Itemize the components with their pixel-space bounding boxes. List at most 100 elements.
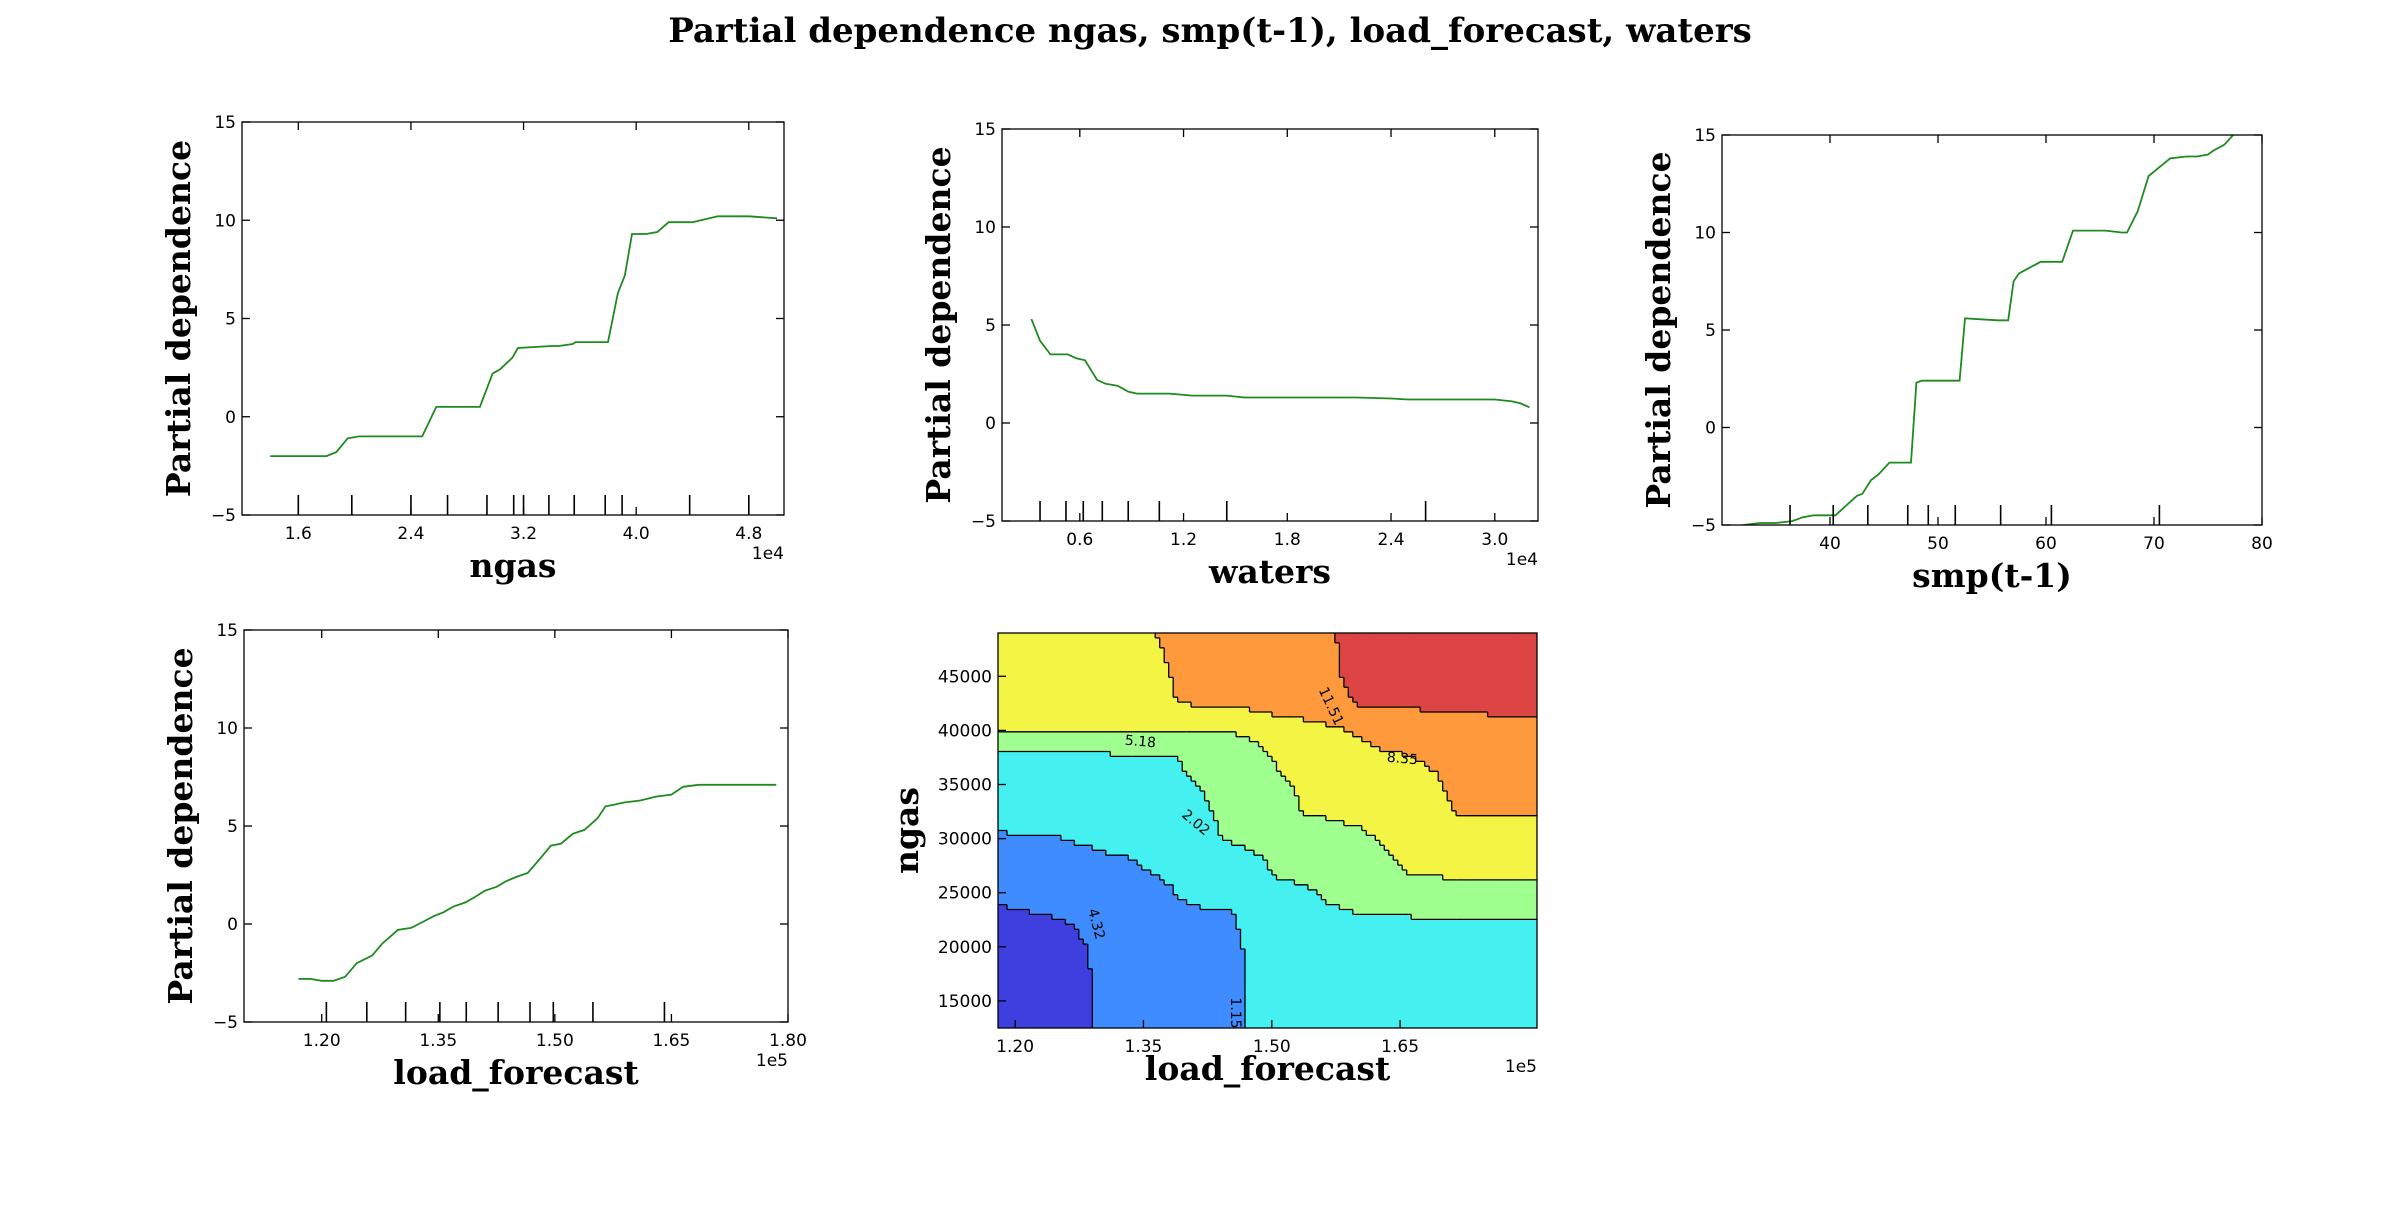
contour-cell <box>1141 716 1147 723</box>
contour-cell <box>1379 702 1385 708</box>
contour-cell <box>1384 637 1390 644</box>
contour-cell <box>1496 795 1502 802</box>
contour-cell <box>1492 707 1498 713</box>
contour-cell <box>1137 633 1143 639</box>
contour-cell <box>1366 647 1372 654</box>
contour-cell <box>1289 736 1296 743</box>
contour-cell <box>1294 741 1300 748</box>
contour-cell <box>1388 771 1394 777</box>
contour-cell <box>1460 726 1466 733</box>
contour-cell <box>1177 751 1183 758</box>
contour-cell <box>1510 637 1516 644</box>
contour-cell <box>1532 786 1537 792</box>
contour-cell <box>1186 761 1192 767</box>
contour-cell <box>1191 687 1197 693</box>
contour-cell <box>1096 726 1102 733</box>
contour-cell <box>1074 697 1080 703</box>
contour-cell <box>1303 692 1309 698</box>
contour-cell <box>1411 795 1417 802</box>
contour-cell <box>1289 677 1296 683</box>
contour-cell <box>1316 687 1322 693</box>
contour-cell <box>1415 716 1421 723</box>
contour-cell <box>1168 800 1174 807</box>
contour-cell <box>1177 702 1183 708</box>
contour-cell <box>1083 712 1089 718</box>
contour-cell <box>1298 815 1305 822</box>
contour-cell <box>1411 786 1417 792</box>
contour-cell <box>1523 682 1529 688</box>
contour-cell <box>1249 637 1255 644</box>
contour-cell <box>1343 697 1349 703</box>
contour-cell <box>1465 736 1471 743</box>
contour-cell <box>1433 667 1439 674</box>
contour-cell <box>1069 776 1075 782</box>
contour-cell <box>1033 766 1040 772</box>
contour-cell <box>1487 731 1493 738</box>
contour-cell <box>1263 761 1269 767</box>
contour-cell <box>1370 642 1376 649</box>
contour-cell <box>1465 716 1471 723</box>
contour-cell <box>1087 825 1093 832</box>
contour-cell <box>1119 815 1125 822</box>
contour-cell <box>1056 756 1062 762</box>
contour-cell <box>1456 771 1462 777</box>
contour-cell <box>1236 820 1242 827</box>
contour-cell <box>1150 746 1156 753</box>
contour-cell <box>1078 697 1084 703</box>
contour-cell <box>1447 707 1453 713</box>
contour-cell <box>1015 810 1022 817</box>
contour-cell <box>1200 697 1206 703</box>
contour-cell <box>1128 647 1134 654</box>
contour-cell <box>1325 791 1331 797</box>
contour-cell <box>1271 825 1278 832</box>
contour-cell <box>1123 820 1129 827</box>
contour-cell <box>1236 682 1242 688</box>
contour-cell <box>1505 642 1511 649</box>
contour-cell <box>1519 721 1525 728</box>
contour-cell <box>1312 795 1318 802</box>
contour-cell <box>1227 766 1233 772</box>
contour-cell <box>1271 741 1278 748</box>
contour-cell <box>1011 810 1017 817</box>
contour-cell <box>1258 697 1264 703</box>
contour-cell <box>1429 786 1435 792</box>
contour-cell <box>1496 800 1502 807</box>
contour-cell <box>1263 766 1269 772</box>
contour-cell <box>1114 756 1120 762</box>
contour-cell <box>1442 652 1448 659</box>
contour-cell <box>1321 746 1327 753</box>
contour-cell <box>1406 716 1412 723</box>
contour-cell <box>1442 766 1448 772</box>
contour-cell <box>1060 736 1066 743</box>
contour-cell <box>1150 820 1156 827</box>
contour-cell <box>1164 805 1170 812</box>
contour-cell <box>1375 637 1381 644</box>
contour-cell <box>1213 712 1219 718</box>
contour-cell <box>1173 800 1179 807</box>
contour-cell <box>1114 712 1120 718</box>
contour-cell <box>1505 697 1511 703</box>
contour-cell <box>1200 741 1206 748</box>
contour-cell <box>1065 642 1071 649</box>
contour-cell <box>1411 692 1417 698</box>
contour-cell <box>1200 657 1206 664</box>
contour-cell <box>1438 741 1444 748</box>
contour-cell <box>1339 786 1345 792</box>
contour-cell <box>1002 786 1008 792</box>
contour-cell <box>1263 825 1269 832</box>
contour-cell <box>1123 825 1129 832</box>
contour-cell <box>1006 672 1013 679</box>
contour-cell <box>1218 657 1224 664</box>
contour-cell <box>1069 652 1075 659</box>
contour-cell <box>1334 731 1340 738</box>
contour-cell <box>1137 795 1143 802</box>
contour-cell <box>1294 637 1300 644</box>
contour-cell <box>1361 667 1367 674</box>
contour-cell <box>1361 771 1367 777</box>
contour-cell <box>1451 731 1457 738</box>
contour-cell <box>1254 657 1260 664</box>
contour-cell <box>1321 761 1327 767</box>
contour-cell <box>1532 687 1537 693</box>
contour-cell <box>1087 746 1093 753</box>
contour-cell <box>1051 795 1057 802</box>
